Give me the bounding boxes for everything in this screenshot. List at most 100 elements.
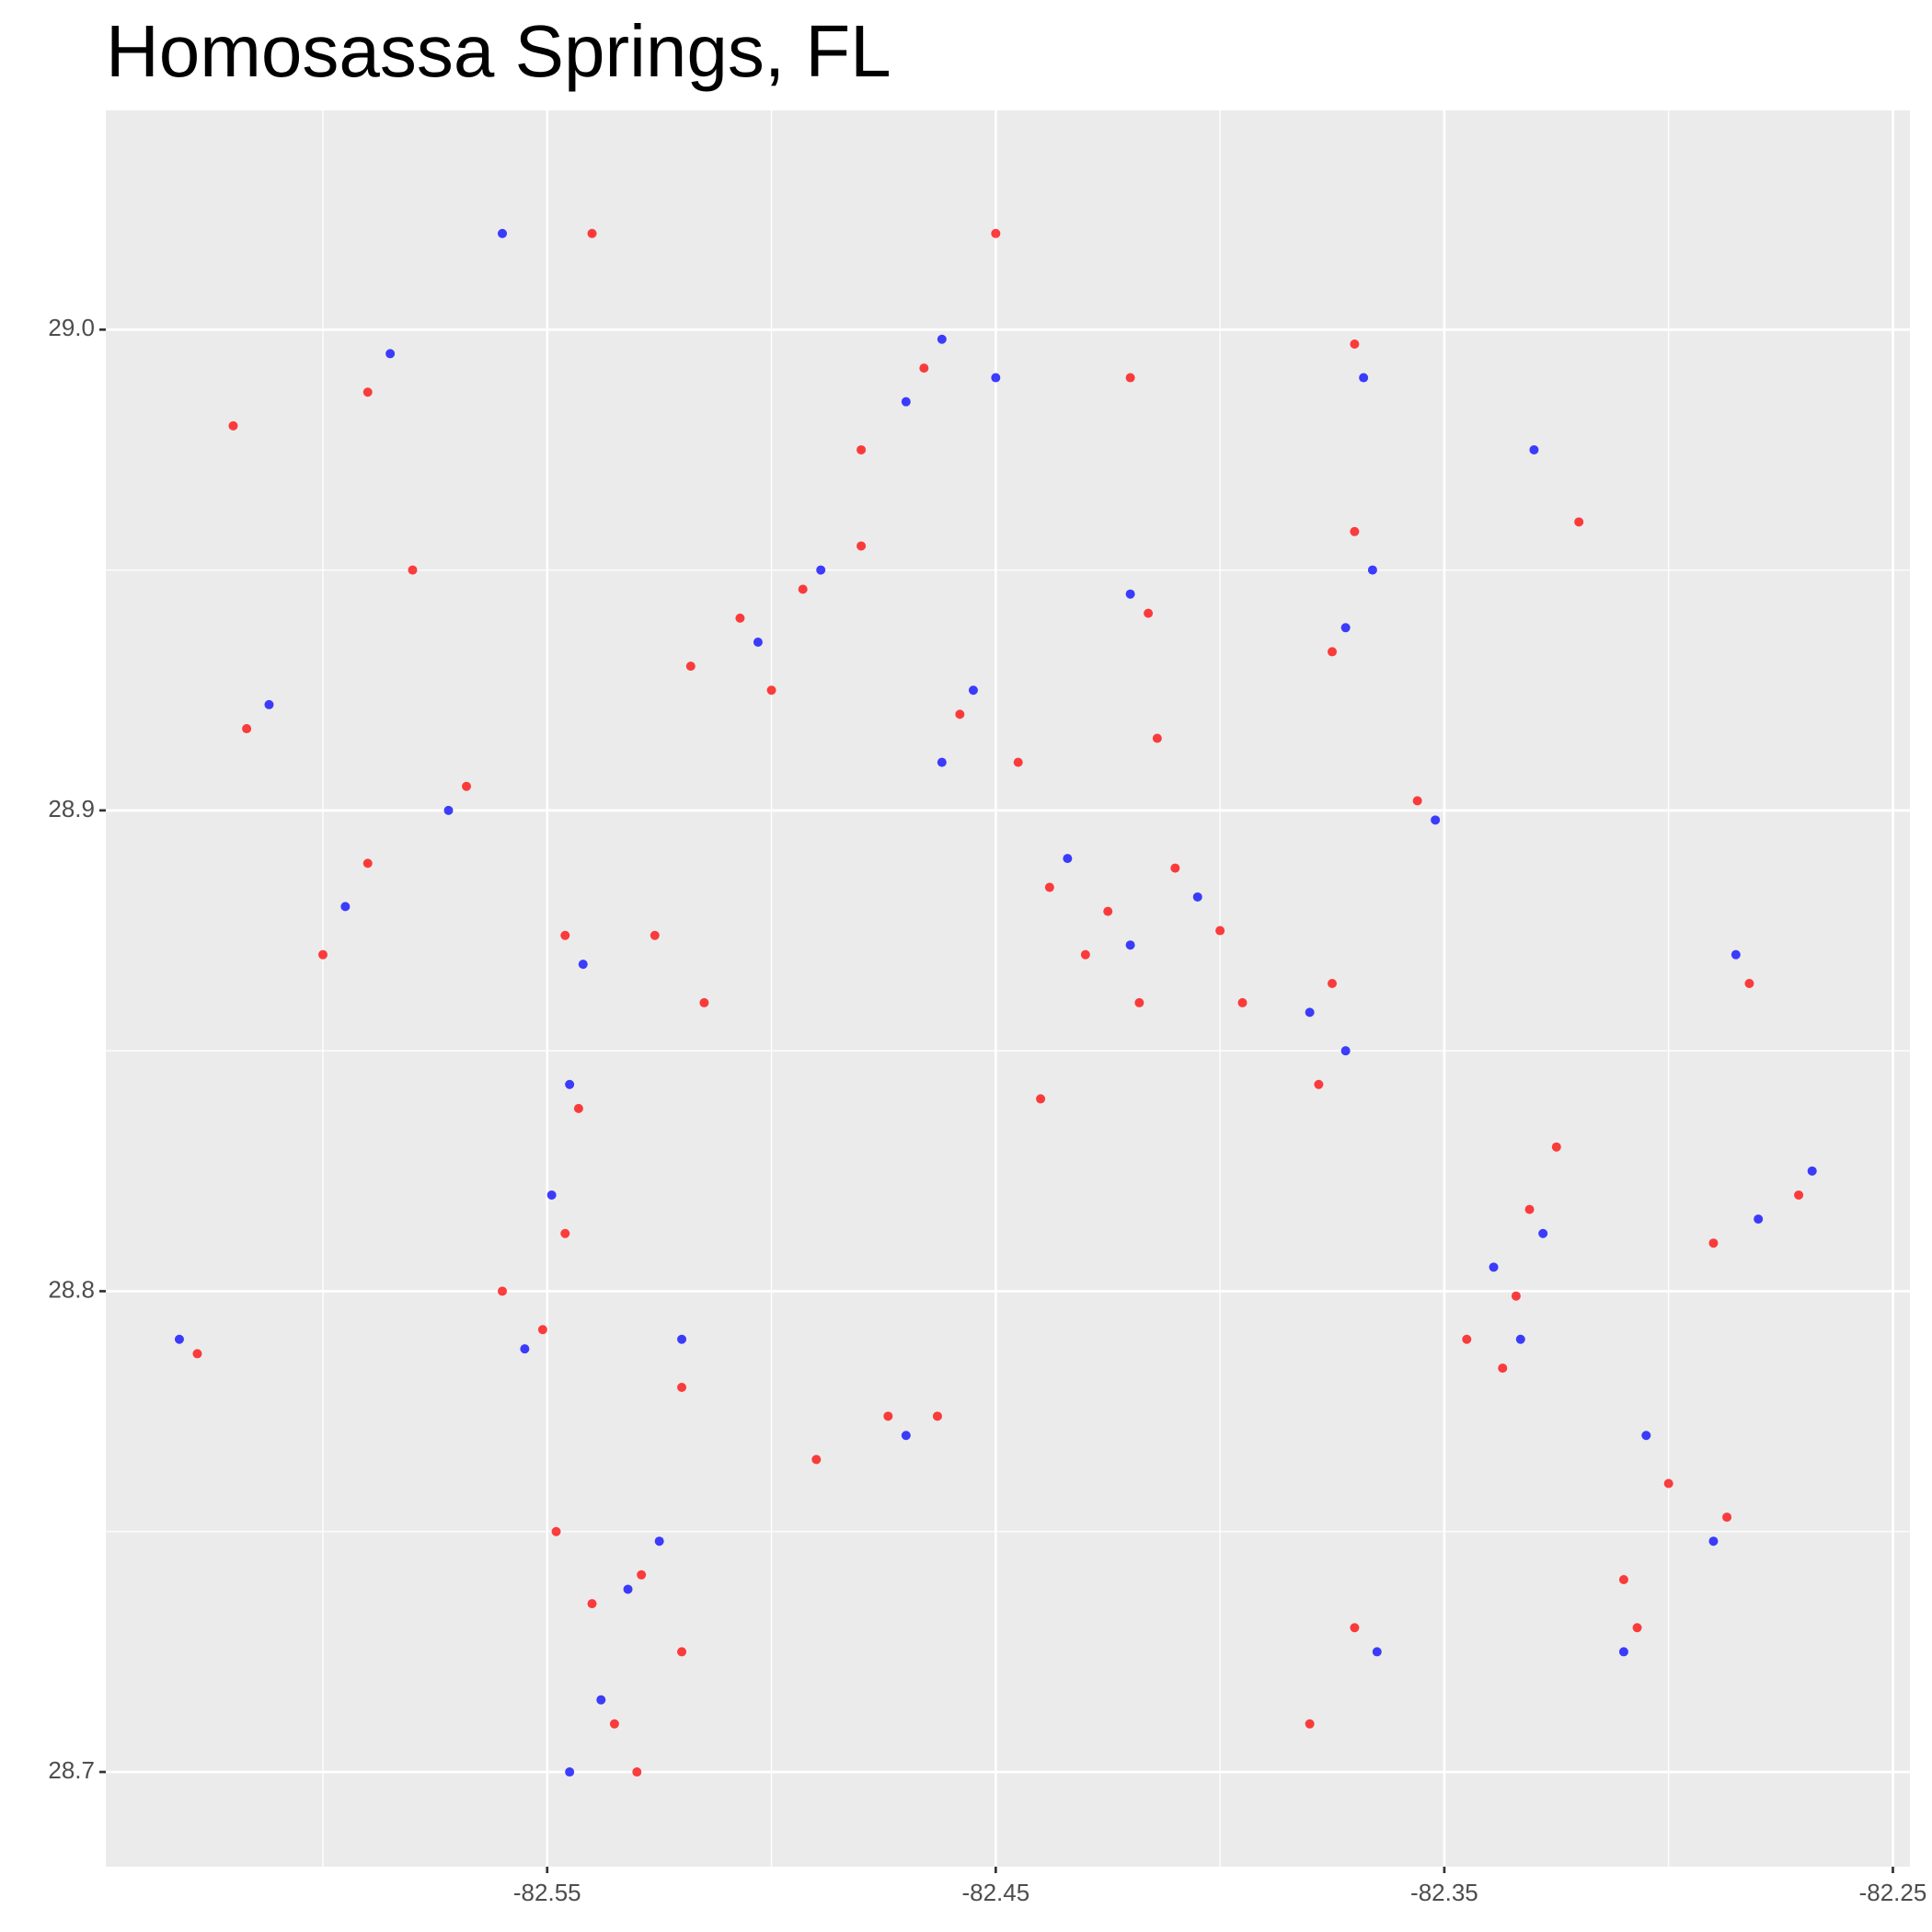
point [1305,1719,1315,1729]
point [699,997,709,1007]
point [919,363,929,374]
point [609,1719,619,1729]
point [408,565,418,575]
point [1152,733,1162,743]
point [857,541,867,551]
point [1574,517,1584,527]
point [901,397,911,407]
point [1103,906,1113,916]
point [1340,1046,1351,1056]
x-tick-label: -82.35 [1410,1879,1478,1906]
point [753,637,763,647]
point [650,930,660,940]
point [1144,608,1154,618]
point [1125,373,1135,383]
point [1013,757,1023,767]
point [937,334,947,344]
point [1036,1094,1046,1104]
y-tick-label: 29.0 [48,314,95,341]
plot-panel [106,110,1910,1867]
point [1632,1623,1642,1633]
point [1350,526,1360,536]
point [573,1103,583,1113]
point [1314,1079,1324,1089]
point [1134,997,1144,1007]
point [1125,940,1135,950]
point [242,724,252,734]
point [1524,1204,1535,1214]
point [1731,949,1741,960]
x-tick-label: -82.25 [1859,1879,1927,1906]
point [937,757,947,767]
point [1125,589,1135,599]
point [1618,1647,1628,1657]
point [623,1584,633,1594]
point [1412,796,1422,806]
point [596,1695,606,1705]
point [520,1344,530,1354]
point [1063,854,1073,864]
point [632,1767,642,1777]
point [264,699,274,709]
point [1744,979,1754,989]
point [560,1228,570,1238]
point [677,1334,687,1344]
chart-title: Homosassa Springs, FL [106,10,891,92]
point [565,1767,575,1777]
point [991,373,1001,383]
point [1328,979,1338,989]
point [1462,1334,1472,1344]
point [1807,1166,1817,1176]
point [1215,926,1225,936]
point [1641,1431,1651,1441]
point [362,858,373,868]
point [565,1079,575,1089]
point [537,1325,547,1335]
point [1237,997,1248,1007]
point [685,661,696,672]
point [677,1382,687,1392]
point [498,228,508,238]
point [677,1647,687,1657]
point [766,685,776,696]
point [798,584,808,594]
point [1551,1142,1561,1152]
point [385,349,396,359]
point [1515,1334,1525,1344]
point [1080,949,1090,960]
x-tick-label: -82.45 [961,1879,1029,1906]
point [1359,373,1369,383]
point [816,565,826,575]
point [1663,1478,1673,1489]
y-tick-label: 28.9 [48,795,95,822]
point [955,709,965,719]
point [1708,1238,1719,1248]
point [1044,882,1054,892]
point [1340,623,1351,633]
point [1350,339,1360,349]
point [1350,1623,1360,1633]
y-tick-label: 28.8 [48,1275,95,1303]
point [932,1411,942,1421]
point [1372,1647,1382,1657]
point [174,1334,184,1344]
point [546,1190,557,1200]
point [1511,1291,1521,1301]
point [587,1599,597,1609]
point [1722,1512,1732,1523]
point [1529,444,1539,454]
point [811,1455,822,1465]
point [1538,1228,1548,1238]
point [1367,565,1377,575]
point [901,1431,911,1441]
point [560,930,570,940]
point [1794,1190,1804,1200]
point [587,228,597,238]
point [1754,1214,1764,1225]
point [735,613,745,623]
point [1431,815,1441,825]
point [1192,891,1202,902]
point [1489,1262,1499,1272]
point [340,902,351,912]
